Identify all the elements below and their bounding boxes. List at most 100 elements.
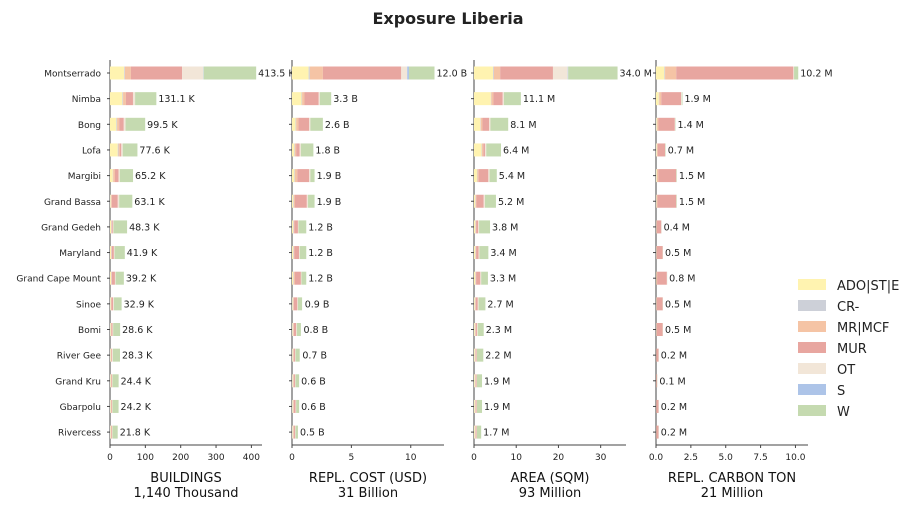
bar-segment-mur [657, 271, 667, 285]
bar-segment-ado [110, 399, 111, 413]
bar-segment-w [113, 323, 121, 336]
x-tick-label: 5.0 [719, 453, 734, 463]
bar-segment-mur [500, 66, 553, 80]
bar-segment-ado [656, 92, 659, 106]
bar-segment-w [476, 374, 483, 388]
bar-segment-ot [299, 246, 300, 260]
bar-segment-mr [293, 297, 294, 311]
bar-segment-w [479, 246, 489, 260]
bar-segment-ot [132, 92, 136, 106]
legend-swatch-cr [798, 300, 826, 311]
legend-swatch-ado [798, 279, 826, 290]
bar-segment-ado [292, 297, 293, 311]
bar-segment-ado [292, 399, 293, 413]
bar-segment-ado [292, 374, 293, 388]
bar-total-label: 41.9 K [127, 248, 158, 259]
bar-segment-ado [292, 117, 296, 131]
bar-segment-ado [474, 66, 493, 80]
bar-segment-ado [110, 374, 111, 388]
bar-segment-mur [111, 374, 113, 388]
bar-segment-ot [489, 117, 491, 131]
bar-segment-w [297, 297, 303, 311]
bar-segment-ot [306, 194, 309, 208]
bar-segment-mur [482, 117, 490, 131]
bar-segment-mur [475, 425, 477, 439]
bar-segment-ot [117, 194, 120, 208]
bar-total-label: 5.4 M [499, 171, 525, 182]
bar-segment-mur [322, 66, 402, 80]
bar-total-label: 0.2 M [661, 402, 687, 413]
bar-segment-mur [294, 246, 300, 260]
x-tick-label: 100 [137, 453, 154, 463]
bar-segment-mur [475, 323, 477, 336]
legend-label: OT [837, 363, 855, 378]
bar-segment-w [295, 425, 298, 439]
bar-segment-ado [110, 143, 118, 157]
bar-segment-ot [401, 66, 408, 80]
bar-segment-cr [293, 194, 294, 208]
bar-segment-w [476, 348, 484, 362]
bar-segment-w [113, 220, 128, 234]
bar-total-label: 6.4 M [503, 145, 529, 156]
x-tick-label: 7.5 [753, 453, 767, 463]
bar-segment-ot [793, 66, 795, 80]
x-axis-label: BUILDINGS [150, 471, 221, 486]
bar-segment-mr [475, 194, 477, 208]
legend-swatch-s [798, 384, 826, 395]
bar-segment-mur [656, 425, 659, 439]
legend-label: MUR [837, 342, 867, 357]
bar-segment-mr [656, 143, 658, 157]
bar-segment-w [481, 271, 488, 285]
panel-2: 0 5 10 12.0 B 3.3 B 2.6 B 1.8 B 1.9 B 1.9 B 1.2 B… [289, 60, 467, 501]
bar-segment-mur [293, 399, 296, 413]
bar-segment-cr [116, 117, 118, 131]
bar-segment-mr [482, 143, 484, 157]
bar-segment-ot [478, 220, 480, 234]
bar-total-label: 0.4 M [664, 222, 690, 233]
x-tick-label: 10.0 [785, 453, 805, 463]
bar-segment-mr [309, 66, 323, 80]
bar-segment-ado [474, 323, 475, 336]
bar-total-label: 0.1 M [659, 376, 685, 387]
bar-segment-mur [293, 323, 297, 336]
bar-segment-ado [110, 271, 112, 285]
bar-segment-ado [474, 297, 475, 311]
bar-segment-cr [308, 66, 310, 80]
bar-total-label: 24.4 K [121, 376, 152, 387]
category-label: Grand Cape Mount [16, 275, 101, 285]
bar-segment-ado [292, 348, 293, 362]
legend-swatch-w [798, 405, 826, 416]
category-label: Montserrado [44, 70, 101, 80]
bar-total-label: 3.3 B [333, 94, 358, 105]
bar-segment-mur [656, 220, 662, 234]
bar-total-label: 12.0 B [437, 69, 468, 80]
bar-segment-ot [113, 246, 115, 260]
bar-segment-ot [681, 92, 682, 106]
x-tick-label: 10 [510, 453, 522, 463]
bar-total-label: 1.2 B [308, 248, 333, 259]
bar-total-label: 1.9 B [317, 171, 342, 182]
bar-segment-ot [477, 297, 479, 311]
bar-segment-mur [658, 169, 677, 183]
bar-segment-mur [676, 66, 794, 80]
bar-segment-mur [656, 348, 659, 362]
x-tick-label: 2.5 [684, 453, 698, 463]
bar-segment-mur [475, 399, 477, 413]
bar-segment-cr [293, 271, 294, 285]
category-label: River Gee [57, 352, 102, 362]
bar-segment-ado [474, 271, 476, 285]
bar-segment-mur [478, 169, 489, 183]
bar-segment-ado [292, 169, 295, 183]
bar-segment-mur [294, 271, 301, 285]
bar-segment-mr [293, 220, 295, 234]
bar-segment-ot [476, 323, 478, 336]
panel-3: 0 10 20 30 34.0 M 11.1 M 8.1 M 6.4 M 5.4 M 5.2 M 3… [471, 60, 652, 501]
bar-segment-ado [292, 271, 294, 285]
bar-segment-mur [119, 117, 124, 131]
bar-segment-mr [657, 117, 659, 131]
bar-segment-ot [123, 117, 126, 131]
bar-segment-mur [475, 374, 477, 388]
bar-segment-ado [656, 117, 657, 131]
